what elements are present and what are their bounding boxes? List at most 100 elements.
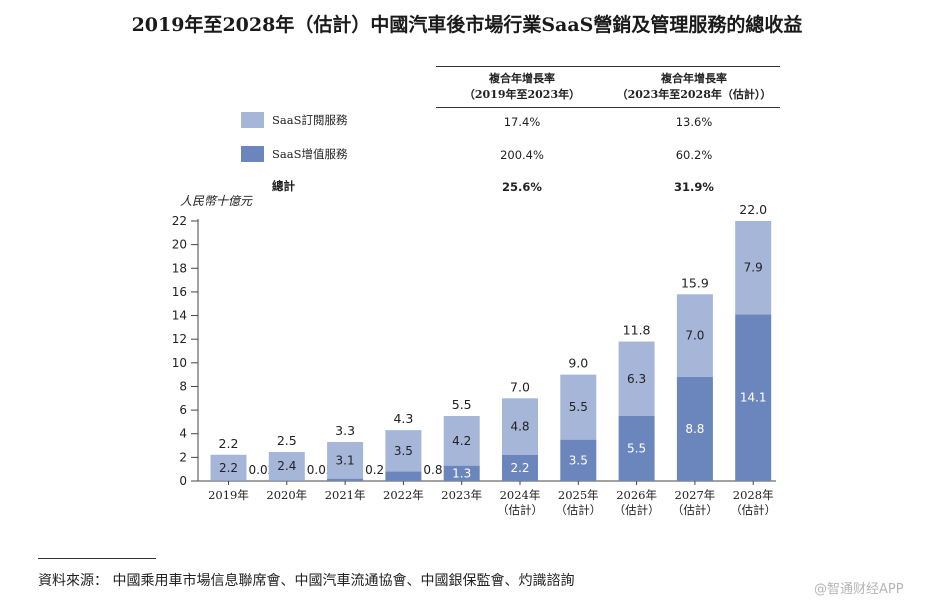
label-subscription-1: 2.4 — [277, 459, 296, 473]
label-value-added-1: 0.05 — [307, 463, 334, 477]
x-tick-label-9-1: （估計） — [730, 503, 776, 517]
bar-subscription-0 — [210, 454, 247, 481]
cagr-subscription-2019-2023: 17.4% — [503, 115, 541, 129]
bar-value-added-9 — [735, 314, 772, 481]
label-total-1: 2.5 — [277, 433, 297, 448]
bar-subscription-9 — [735, 221, 772, 315]
bar-value-added-3 — [385, 471, 422, 481]
y-tick-label-6: 6 — [179, 403, 187, 417]
bar-value-added-7 — [618, 416, 655, 481]
label-total-5: 7.0 — [510, 379, 530, 394]
y-tick-label-20: 20 — [172, 238, 187, 252]
label-subscription-9: 7.9 — [744, 261, 763, 275]
bar-value-added-4 — [443, 465, 480, 481]
source-note: 資料來源： 中國乘用車市場信息聯席會、中國汽車流通協會、中國銀保監會、灼識諮詢 — [38, 573, 575, 589]
label-value-added-0: 0.02 — [249, 463, 276, 477]
x-tick-label-6-0: 2025年 — [558, 488, 599, 502]
x-tick-label-1-0: 2020年 — [266, 488, 307, 502]
cagr-col-2023-2028: 複合年增長率 （2023年至2028年（估計）） — [608, 71, 780, 103]
cagr-subscription-2023-2028: 13.6% — [675, 115, 713, 129]
bar-value-added-2 — [327, 478, 364, 481]
legend-label-total: 總計 — [272, 179, 295, 193]
cagr-col-2019-2023: 複合年增長率 （2019年至2023年） — [436, 71, 608, 103]
x-tick-label-5-0: 2024年 — [500, 488, 541, 502]
x-tick-label-9-0: 2028年 — [733, 488, 774, 502]
bar-subscription-5 — [502, 398, 538, 455]
x-tick-label-4-0: 2023年 — [441, 488, 482, 502]
x-tick-label-8-1: （估計） — [672, 503, 718, 517]
y-tick-label-4: 4 — [179, 427, 187, 441]
legend-swatch-value-added — [241, 146, 264, 162]
legend-label-subscription: SaaS訂閱服務 — [272, 113, 348, 127]
bar-subscription-8 — [676, 294, 713, 377]
cagr-col1-period: （2019年至2023年） — [463, 88, 581, 101]
y-tick-label-2: 2 — [179, 450, 187, 464]
label-subscription-0: 2.2 — [219, 461, 238, 475]
label-subscription-7: 6.3 — [627, 372, 646, 386]
label-subscription-3: 3.5 — [394, 444, 413, 458]
cagr-total-2019-2023: 25.6% — [502, 180, 542, 194]
label-total-2: 3.3 — [335, 423, 355, 438]
x-tick-label-3-0: 2022年 — [383, 488, 424, 502]
bar-subscription-2 — [327, 442, 364, 479]
label-total-8: 15.9 — [681, 275, 709, 290]
bar-value-added-6 — [560, 439, 597, 481]
label-total-0: 2.2 — [219, 436, 239, 451]
label-value-added-6: 3.5 — [569, 453, 588, 467]
legend-swatch-subscription — [241, 112, 264, 128]
bar-subscription-3 — [385, 430, 422, 472]
cagr-table-header: 複合年增長率 （2019年至2023年） 複合年增長率 （2023年至2028年… — [436, 66, 780, 108]
label-total-3: 4.3 — [393, 411, 413, 426]
label-value-added-2: 0.2 — [365, 463, 384, 477]
y-tick-label-10: 10 — [172, 356, 187, 370]
bar-subscription-6 — [560, 374, 597, 440]
y-tick-label-0: 0 — [179, 474, 187, 488]
y-tick-label-16: 16 — [172, 285, 187, 299]
cagr-value-added-2023-2028: 60.2% — [675, 148, 713, 162]
bar-value-added-8 — [676, 377, 713, 481]
bar-value-added-5 — [502, 455, 538, 481]
label-total-9: 22.0 — [739, 202, 767, 217]
cagr-total-2023-2028: 31.9% — [674, 180, 714, 194]
label-value-added-5: 2.2 — [510, 461, 529, 475]
label-value-added-9: 14.1 — [740, 391, 767, 405]
x-tick-label-5-1: （估計） — [497, 503, 543, 517]
x-tick-label-7-1: （估計） — [614, 503, 660, 517]
x-tick-label-2-0: 2021年 — [325, 488, 366, 502]
x-tick-label-7-0: 2026年 — [616, 488, 657, 502]
y-tick-label-8: 8 — [179, 379, 187, 393]
label-value-added-3: 0.8 — [423, 463, 442, 477]
x-tick-label-0-0: 2019年 — [208, 488, 249, 502]
y-tick-label-12: 12 — [172, 332, 187, 346]
label-subscription-5: 4.8 — [510, 420, 529, 434]
y-axis-label: 人民幣十億元 — [180, 194, 253, 208]
y-tick-label-18: 18 — [172, 261, 187, 275]
x-tick-label-6-1: （估計） — [555, 503, 601, 517]
y-tick-label-14: 14 — [172, 309, 187, 323]
legend-label-value-added: SaaS增值服務 — [272, 147, 348, 161]
label-subscription-8: 7.0 — [685, 329, 704, 343]
chart-title: 2019年至2028年（估計）中國汽車後市場行業SaaS營銷及管理服務的總收益 — [131, 14, 803, 36]
cagr-col1-title: 複合年增長率 — [489, 72, 555, 85]
y-tick-label-22: 22 — [172, 214, 187, 228]
watermark: @智通财经APP — [814, 582, 904, 597]
label-total-4: 5.5 — [452, 397, 472, 412]
label-value-added-7: 5.5 — [627, 442, 646, 456]
label-subscription-4: 4.2 — [452, 434, 471, 448]
label-value-added-4: 1.3 — [452, 466, 471, 480]
bar-subscription-7 — [618, 341, 655, 416]
cagr-col2-title: 複合年增長率 — [661, 72, 727, 85]
label-subscription-6: 5.5 — [569, 400, 588, 414]
label-subscription-2: 3.1 — [336, 453, 355, 467]
bar-subscription-4 — [443, 416, 480, 466]
bar-subscription-1 — [268, 452, 305, 481]
cagr-value-added-2019-2023: 200.4% — [500, 148, 544, 162]
bar-value-added-1 — [268, 480, 305, 481]
label-total-6: 9.0 — [568, 356, 588, 371]
x-tick-label-8-0: 2027年 — [675, 488, 716, 502]
cagr-col2-period: （2023年至2028年（估計）） — [616, 88, 772, 101]
label-value-added-8: 8.8 — [685, 422, 704, 436]
label-total-7: 11.8 — [623, 323, 651, 338]
source-divider — [38, 558, 156, 559]
